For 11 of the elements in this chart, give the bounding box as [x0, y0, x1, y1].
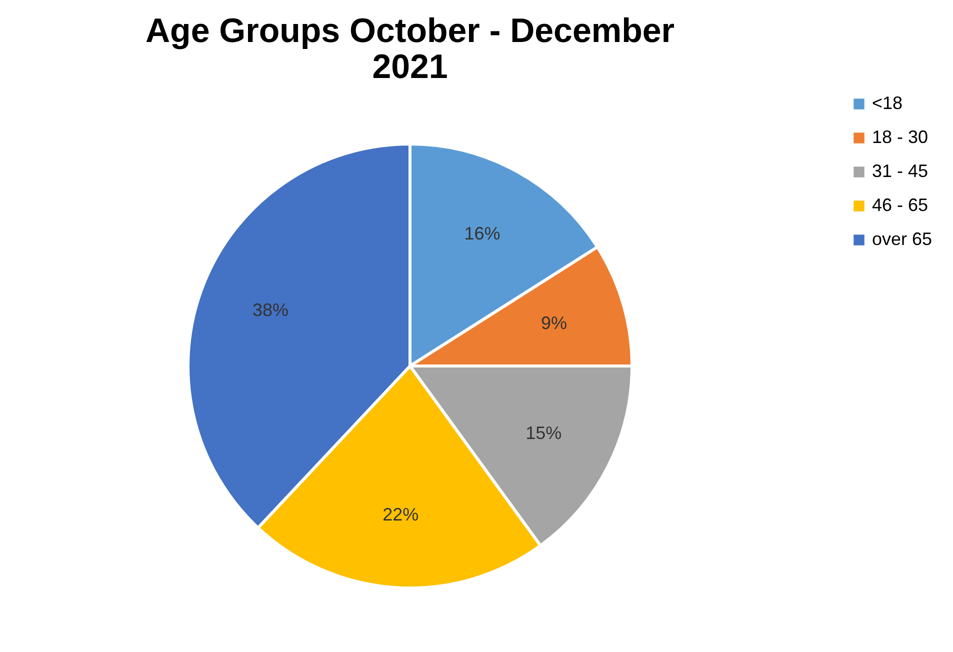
legend-label: 31 - 45	[872, 161, 928, 181]
data-label: 15%	[526, 423, 562, 444]
chart-title: Age Groups October - December 2021	[145, 12, 675, 86]
legend-label: over 65	[872, 229, 932, 249]
legend-label: 18 - 30	[872, 127, 928, 147]
legend-label: <18	[872, 93, 903, 113]
data-label: 9%	[541, 313, 568, 334]
legend-label: 46 - 65	[872, 195, 928, 215]
data-label: 16%	[464, 224, 500, 244]
data-label: 38%	[252, 300, 289, 320]
data-label: 22%	[382, 504, 419, 525]
